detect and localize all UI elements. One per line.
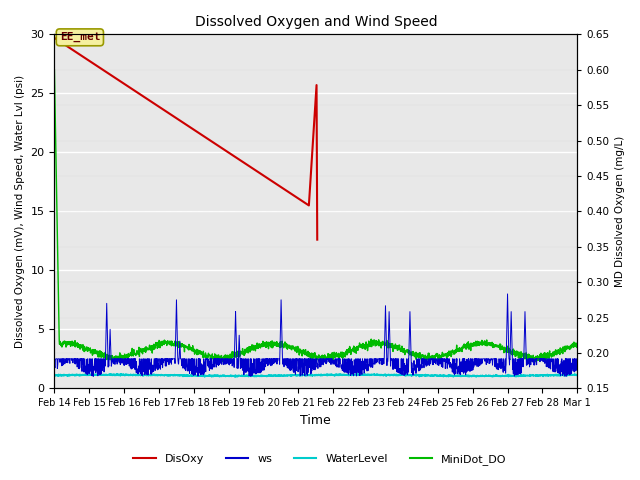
Y-axis label: MD Dissolved Oxygen (mg/L): MD Dissolved Oxygen (mg/L)	[615, 136, 625, 287]
Title: Dissolved Oxygen and Wind Speed: Dissolved Oxygen and Wind Speed	[195, 15, 437, 29]
Text: EE_met: EE_met	[60, 32, 100, 42]
Legend: DisOxy, ws, WaterLevel, MiniDot_DO: DisOxy, ws, WaterLevel, MiniDot_DO	[129, 450, 511, 469]
Y-axis label: Dissolved Oxygen (mV), Wind Speed, Water Lvl (psi): Dissolved Oxygen (mV), Wind Speed, Water…	[15, 75, 25, 348]
X-axis label: Time: Time	[300, 414, 332, 427]
